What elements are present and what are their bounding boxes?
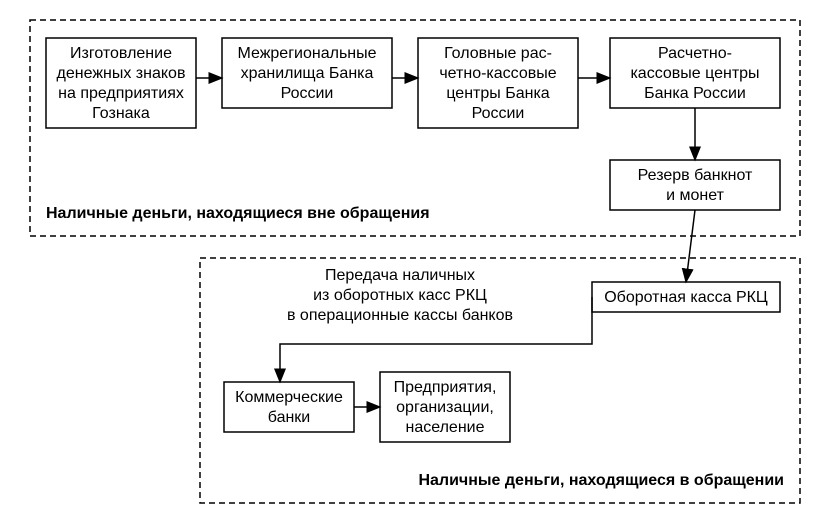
- transfer-caption: Передача наличныхиз оборотных касс РКЦв …: [287, 267, 513, 324]
- region-in-circulation-label: Наличные деньги, находящиеся в обращении: [418, 472, 784, 489]
- region-outside-circulation-label: Наличные деньги, находящиеся вне обращен…: [46, 205, 430, 222]
- node-b6-label: Оборотная касса РКЦ: [604, 289, 768, 306]
- arrow-4: [686, 210, 695, 282]
- node-b8-label: Предприятия,организации,население: [394, 379, 497, 436]
